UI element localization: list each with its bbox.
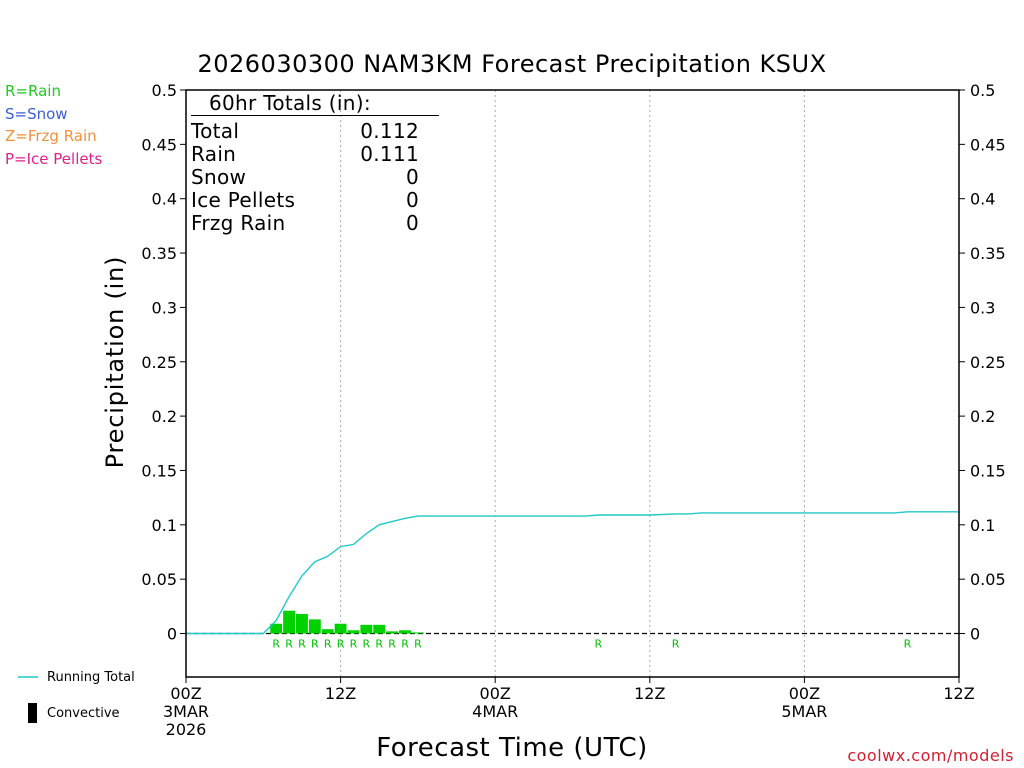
- totals-label: Ice Pellets: [191, 188, 296, 212]
- totals-value: 0: [405, 188, 419, 212]
- x-tick-label: 00Z: [789, 684, 820, 703]
- x-tick-label: 5MAR: [781, 702, 827, 721]
- y-tick-label-right: 0.15: [970, 461, 1006, 480]
- y-tick-label-right: 0.05: [970, 570, 1006, 589]
- precip-type-marker: R: [311, 638, 319, 651]
- precip-bar: [308, 619, 321, 634]
- y-tick-label-left: 0.15: [141, 461, 177, 480]
- precip-bar: [373, 624, 386, 634]
- totals-box: 60hr Totals (in): Total 0.112 Rain 0.111…: [191, 92, 439, 235]
- precip-bar: [334, 623, 347, 634]
- precip-bar: [347, 630, 360, 634]
- x-tick-label: 00Z: [480, 684, 511, 703]
- precip-type-marker: R: [285, 638, 293, 651]
- totals-header: 60hr Totals (in):: [191, 92, 439, 116]
- legend-convective-label: Convective: [47, 706, 120, 721]
- precip-type-snow: S=Snow: [5, 105, 68, 123]
- totals-row-snow: Snow 0: [191, 166, 419, 189]
- y-tick-label-right: 0: [970, 625, 980, 644]
- precip-type-marker: R: [904, 638, 912, 651]
- x-tick-label: 12Z: [634, 684, 665, 703]
- y-tick-label-left: 0.2: [152, 407, 177, 426]
- precip-type-marker: R: [401, 638, 409, 651]
- precip-type-marker: R: [337, 638, 345, 651]
- y-tick-label-left: 0.05: [141, 570, 177, 589]
- totals-label: Total: [191, 119, 240, 143]
- legend-convective-swatch: [28, 703, 37, 723]
- precip-bar: [270, 623, 283, 634]
- y-tick-label-right: 0.45: [970, 135, 1006, 154]
- precip-type-marker: R: [363, 638, 371, 651]
- chart-title: 2026030300 NAM3KM Forecast Precipitation…: [197, 50, 827, 78]
- totals-value: 0: [405, 165, 419, 189]
- y-tick-label-left: 0.5: [152, 81, 177, 100]
- totals-row-total: Total 0.112: [191, 120, 419, 143]
- y-tick-label-right: 0.25: [970, 353, 1006, 372]
- precip-type-marker: R: [350, 638, 358, 651]
- y-tick-label-left: 0.25: [141, 353, 177, 372]
- totals-row-rain: Rain 0.111: [191, 143, 419, 166]
- precip-type-marker: R: [272, 638, 280, 651]
- precip-bar: [411, 632, 424, 634]
- y-tick-label-right: 0.4: [970, 190, 995, 209]
- totals-value: 0: [405, 211, 419, 235]
- x-tick-label: 00Z: [170, 684, 201, 703]
- precip-type-ice-pellets: P=Ice Pellets: [5, 150, 103, 168]
- y-tick-label-left: 0: [167, 625, 177, 644]
- x-tick-label: 12Z: [325, 684, 356, 703]
- y-tick-label-left: 0.4: [152, 190, 177, 209]
- y-tick-label-right: 0.2: [970, 407, 995, 426]
- precip-type-marker: R: [375, 638, 383, 651]
- y-tick-label-right: 0.5: [970, 81, 995, 100]
- totals-label: Rain: [191, 142, 237, 166]
- x-tick-label: 12Z: [943, 684, 974, 703]
- precip-type-marker: R: [298, 638, 306, 651]
- precip-bar: [360, 624, 373, 634]
- precip-type-marker: R: [672, 638, 680, 651]
- y-axis-label: Precipitation (in): [101, 255, 129, 469]
- totals-value: 0.112: [360, 119, 419, 143]
- totals-row-freezing-rain: Frzg Rain 0: [191, 212, 419, 235]
- precip-type-marker: R: [388, 638, 396, 651]
- y-tick-label-right: 0.35: [970, 244, 1006, 263]
- y-tick-label-left: 0.3: [152, 298, 177, 317]
- legend-running-total-label: Running Total: [47, 670, 135, 685]
- precip-type-freezing-rain: Z=Frzg Rain: [5, 127, 97, 145]
- running-total-line: [186, 511, 959, 635]
- precip-bar: [321, 629, 334, 634]
- site-credit[interactable]: coolwx.com/models: [847, 746, 1014, 765]
- precip-type-marker: R: [324, 638, 332, 651]
- y-tick-label-left: 0.45: [141, 135, 177, 154]
- x-tick-label: 3MAR: [163, 702, 209, 721]
- precip-bar: [296, 613, 308, 634]
- totals-label: Snow: [191, 165, 247, 189]
- totals-value: 0.111: [360, 142, 419, 166]
- y-tick-label-right: 0.3: [970, 298, 995, 317]
- plot-frame: [185, 89, 960, 678]
- x-tick-label: 2026: [166, 720, 207, 739]
- precip-type-rain: R=Rain: [5, 82, 61, 100]
- x-tick-label: 4MAR: [472, 702, 518, 721]
- y-tick-label-right: 0.1: [970, 516, 995, 535]
- totals-row-ice-pellets: Ice Pellets 0: [191, 189, 419, 212]
- precip-type-marker: R: [414, 638, 422, 651]
- y-tick-label-left: 0.1: [152, 516, 177, 535]
- totals-label: Frzg Rain: [191, 211, 286, 235]
- precip-bar: [399, 630, 411, 634]
- precip-type-marker: R: [594, 638, 602, 651]
- x-axis-label: Forecast Time (UTC): [376, 733, 648, 763]
- precip-bar: [283, 610, 296, 634]
- precip-bar: [386, 631, 399, 634]
- y-tick-label-left: 0.35: [141, 244, 177, 263]
